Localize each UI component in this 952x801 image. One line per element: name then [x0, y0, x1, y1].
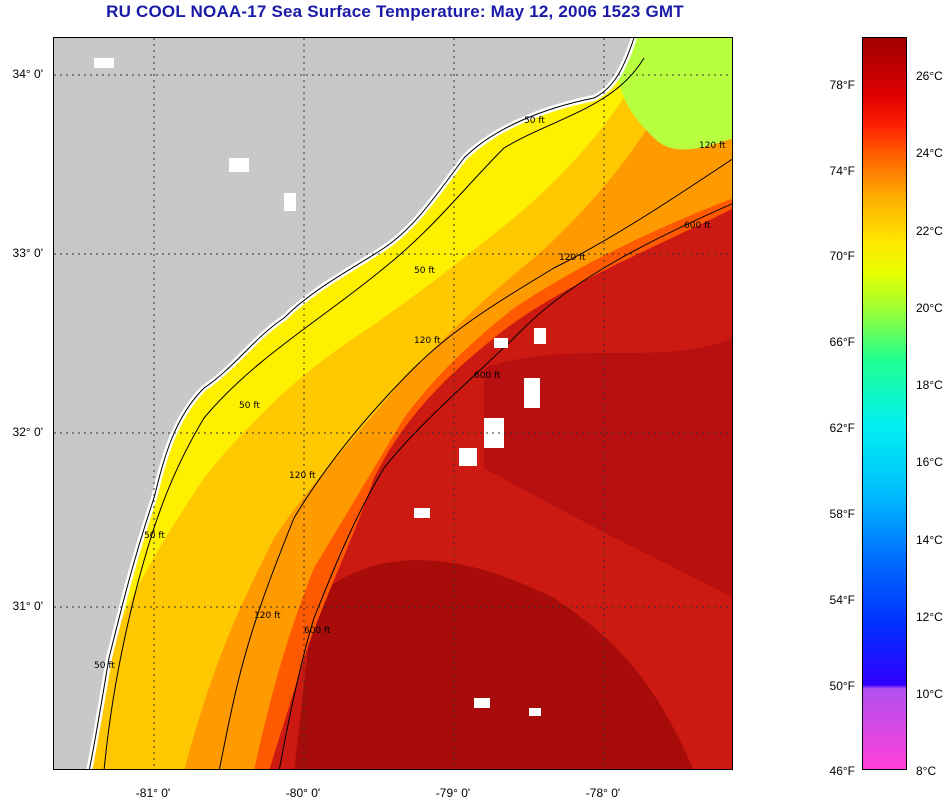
colorbar-f-label: 78°F — [829, 78, 855, 92]
land — [54, 38, 634, 769]
colorbar-f-label: 58°F — [829, 507, 855, 521]
isobath-label: 50 ft — [94, 661, 115, 671]
coastline-line — [88, 38, 635, 769]
isobath-label: 50 ft — [524, 116, 545, 126]
lat-label: 33° 0' — [12, 246, 43, 260]
isobath-labels: 50 ft 50 ft 50 ft 50 ft 50 ft 120 ft 120… — [94, 116, 726, 671]
isobath-label: 120 ft — [414, 336, 441, 346]
colorbar-f-label: 46°F — [829, 764, 855, 778]
isobath-label: 50 ft — [144, 531, 165, 541]
isobath-label: 50 ft — [414, 266, 435, 276]
lon-label: -80° 0' — [285, 786, 321, 800]
lon-label: -81° 0' — [135, 786, 171, 800]
graticule — [54, 38, 732, 769]
warm-core-east — [484, 338, 732, 597]
colorbar-c-label: 14°C — [916, 533, 943, 547]
colorbar-c-label: 26°C — [916, 69, 943, 83]
lat-label: 34° 0' — [12, 67, 43, 81]
isobath-label: 600 ft — [474, 371, 501, 381]
colorbar-c-label: 10°C — [916, 687, 943, 701]
warm-core — [294, 560, 694, 769]
colorbar-f-label: 70°F — [829, 249, 855, 263]
colorbar-c-label: 20°C — [916, 301, 943, 315]
colorbar-f-label: 74°F — [829, 164, 855, 178]
colorbar-c-label: 8°C — [916, 764, 937, 778]
lat-label: 32° 0' — [12, 425, 43, 439]
colorbar-c-label: 22°C — [916, 224, 943, 238]
isobath-label: 120 ft — [289, 471, 316, 481]
colorbar-f-label: 54°F — [829, 593, 855, 607]
isobath-120 — [218, 158, 732, 769]
isobath-label: 120 ft — [699, 141, 726, 151]
cool-water — [614, 38, 732, 150]
sst-map-svg: 50 ft 50 ft 50 ft 50 ft 50 ft 120 ft 120… — [54, 38, 732, 769]
lon-label: -79° 0' — [435, 786, 471, 800]
isobath-label: 120 ft — [254, 611, 281, 621]
lat-label: 31° 0' — [12, 599, 43, 613]
isobath-label: 120 ft — [559, 253, 586, 263]
colorbar-c-label: 12°C — [916, 610, 943, 624]
colorbar-c-label: 24°C — [916, 146, 943, 160]
sst-map[interactable]: 50 ft 50 ft 50 ft 50 ft 50 ft 120 ft 120… — [53, 37, 733, 770]
isobath-50 — [103, 57, 645, 769]
isobath-label: 600 ft — [304, 626, 331, 636]
isobath-label: 50 ft — [239, 401, 260, 411]
lon-label: -78° 0' — [585, 786, 621, 800]
isobath-label: 600 ft — [684, 221, 711, 231]
colorbar-f-label: 66°F — [829, 335, 855, 349]
colorbar-c-label: 18°C — [916, 378, 943, 392]
colorbar-f-label: 62°F — [829, 421, 855, 435]
map-title: RU COOL NOAA-17 Sea Surface Temperature:… — [106, 2, 684, 21]
isobath-600 — [278, 203, 732, 769]
colorbar-c-label: 16°C — [916, 455, 943, 469]
colorbar-f-label: 50°F — [829, 679, 855, 693]
temperature-colorbar — [862, 37, 907, 770]
